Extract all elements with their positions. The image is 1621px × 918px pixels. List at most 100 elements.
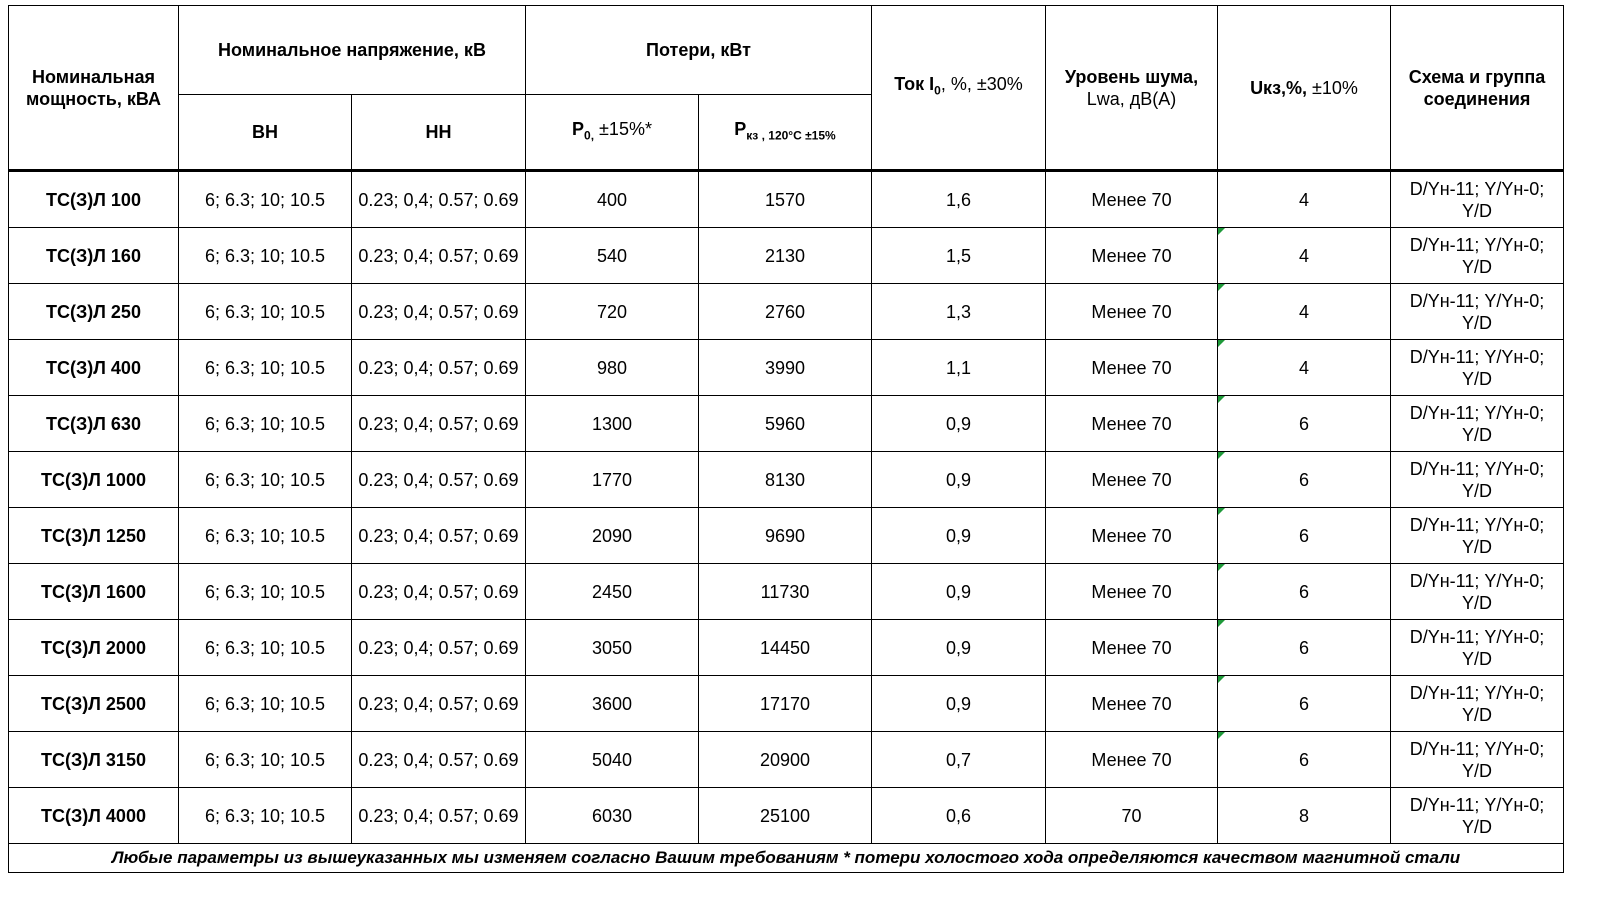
comment-marker-icon[interactable]	[1218, 340, 1225, 347]
cell-noise: Менее 70	[1045, 283, 1218, 340]
cell-p0: 1300	[525, 395, 699, 452]
cell-model: ТС(З)Л 2000	[8, 619, 179, 676]
cell-text: D/Yн-11; Y/Yн-0; Y/D	[1409, 738, 1545, 781]
cell-p0: 980	[525, 339, 699, 396]
cell-noise: Менее 70	[1045, 395, 1218, 452]
cell-text: D/Yн-11; Y/Yн-0; Y/D	[1409, 682, 1545, 725]
cell-nn: 0.23; 0,4; 0.57; 0.69	[351, 339, 526, 396]
comment-marker-icon[interactable]	[1218, 564, 1225, 571]
table-row: ТС(З)Л 1000 6; 6.3; 10; 10.5 0.23; 0,4; 0.…	[8, 451, 1564, 508]
table-row: ТС(З)Л 2000 6; 6.3; 10; 10.5 0.23; 0,4; 0.…	[8, 619, 1564, 676]
cell-text: D/Yн-11; Y/Yн-0; Y/D	[1409, 346, 1545, 389]
cell-text: 6	[1298, 469, 1309, 490]
table-row: ТС(З)Л 400 6; 6.3; 10; 10.5 0.23; 0,4; 0.5…	[8, 339, 1564, 396]
cell-text: 1570	[764, 189, 806, 210]
comment-marker-icon[interactable]	[1218, 732, 1225, 739]
cell-text: D/Yн-11; Y/Yн-0; Y/D	[1409, 570, 1545, 613]
cell-scheme: D/Yн-11; Y/Yн-0; Y/D	[1390, 451, 1564, 508]
cell-i0: 0,9	[871, 563, 1046, 620]
cell-text: 8	[1298, 805, 1309, 826]
cell-pkz: 1570	[698, 170, 872, 228]
cell-text: 0.23; 0,4; 0.57; 0.69	[358, 189, 519, 210]
cell-ukz: 6	[1217, 619, 1391, 676]
header-ukz: Uкз,%, ±10%	[1217, 5, 1391, 171]
table-row: ТС(З)Л 160 6; 6.3; 10; 10.5 0.23; 0,4; 0.5…	[8, 227, 1564, 284]
cell-text: 6; 6.3; 10; 10.5	[204, 245, 326, 266]
cell-scheme: D/Yн-11; Y/Yн-0; Y/D	[1390, 675, 1564, 732]
cell-text: 3050	[591, 637, 633, 658]
cell-text: 5960	[764, 413, 806, 434]
cell-text: ТС(З)Л 2000	[41, 637, 146, 658]
cell-text: 2090	[591, 525, 633, 546]
cell-text: Менее 70	[1091, 525, 1172, 546]
cell-pkz: 9690	[698, 507, 872, 564]
cell-vn: 6; 6.3; 10; 10.5	[178, 451, 352, 508]
cell-text: 25100	[759, 805, 811, 826]
cell-ukz: 6	[1217, 731, 1391, 788]
cell-text: 6; 6.3; 10; 10.5	[204, 357, 326, 378]
cell-ukz: 6	[1217, 451, 1391, 508]
comment-marker-icon[interactable]	[1218, 396, 1225, 403]
cell-text: ТС(З)Л 630	[46, 413, 141, 434]
cell-text: Менее 70	[1091, 413, 1172, 434]
cell-text: 1,5	[945, 245, 972, 266]
cell-text: 6; 6.3; 10; 10.5	[204, 189, 326, 210]
cell-scheme: D/Yн-11; Y/Yн-0; Y/D	[1390, 283, 1564, 340]
cell-noise: Менее 70	[1045, 507, 1218, 564]
cell-p0: 3050	[525, 619, 699, 676]
cell-i0: 0,6	[871, 787, 1046, 844]
comment-marker-icon[interactable]	[1218, 452, 1225, 459]
table-row: ТС(З)Л 100 6; 6.3; 10; 10.5 0.23; 0,4; 0.5…	[8, 170, 1564, 228]
table-row: ТС(З)Л 3150 6; 6.3; 10; 10.5 0.23; 0,4; 0.…	[8, 731, 1564, 788]
cell-noise: Менее 70	[1045, 170, 1218, 228]
cell-nn: 0.23; 0,4; 0.57; 0.69	[351, 675, 526, 732]
cell-text: 0.23; 0,4; 0.57; 0.69	[358, 357, 519, 378]
cell-text: 0,9	[945, 693, 972, 714]
cell-text: 17170	[759, 693, 811, 714]
cell-ukz: 4	[1217, 339, 1391, 396]
comment-marker-icon[interactable]	[1218, 676, 1225, 683]
cell-text: 400	[596, 189, 628, 210]
cell-text: Менее 70	[1091, 581, 1172, 602]
cell-text: 2450	[591, 581, 633, 602]
comment-marker-icon[interactable]	[1218, 284, 1225, 291]
cell-model: ТС(З)Л 1250	[8, 507, 179, 564]
cell-text: 6	[1298, 749, 1309, 770]
cell-scheme: D/Yн-11; Y/Yн-0; Y/D	[1390, 619, 1564, 676]
comment-marker-icon[interactable]	[1218, 620, 1225, 627]
cell-model: ТС(З)Л 160	[8, 227, 179, 284]
header-scheme: Схема и группа соединения	[1390, 5, 1564, 171]
cell-text: 9690	[764, 525, 806, 546]
cell-ukz: 6	[1217, 395, 1391, 452]
cell-text: 6	[1298, 413, 1309, 434]
cell-text: 0,9	[945, 469, 972, 490]
cell-text: ТС(З)Л 100	[46, 189, 141, 210]
cell-vn: 6; 6.3; 10; 10.5	[178, 227, 352, 284]
transformer-specs-table: Номинальная мощность, кВА Номинальное на…	[8, 5, 1564, 873]
cell-text: 6; 6.3; 10; 10.5	[204, 581, 326, 602]
cell-text: 2130	[764, 245, 806, 266]
cell-scheme: D/Yн-11; Y/Yн-0; Y/D	[1390, 563, 1564, 620]
cell-text: 0.23; 0,4; 0.57; 0.69	[358, 469, 519, 490]
cell-text: 0.23; 0,4; 0.57; 0.69	[358, 301, 519, 322]
cell-noise: Менее 70	[1045, 451, 1218, 508]
cell-text: 6	[1298, 637, 1309, 658]
table-row: ТС(З)Л 4000 6; 6.3; 10; 10.5 0.23; 0,4; 0.…	[8, 787, 1564, 844]
cell-text: ТС(З)Л 1250	[41, 525, 146, 546]
table-row: ТС(З)Л 1250 6; 6.3; 10; 10.5 0.23; 0,4; 0.…	[8, 507, 1564, 564]
cell-scheme: D/Yн-11; Y/Yн-0; Y/D	[1390, 395, 1564, 452]
cell-scheme: D/Yн-11; Y/Yн-0; Y/D	[1390, 507, 1564, 564]
cell-noise: Менее 70	[1045, 339, 1218, 396]
comment-marker-icon[interactable]	[1218, 228, 1225, 235]
header-nn: НН	[351, 94, 526, 171]
cell-text: 720	[596, 301, 628, 322]
cell-text: 1770	[591, 469, 633, 490]
cell-noise: Менее 70	[1045, 675, 1218, 732]
cell-ukz: 6	[1217, 675, 1391, 732]
comment-marker-icon[interactable]	[1218, 508, 1225, 515]
cell-nn: 0.23; 0,4; 0.57; 0.69	[351, 283, 526, 340]
cell-noise: Менее 70	[1045, 731, 1218, 788]
cell-text: 3600	[591, 693, 633, 714]
cell-text: 0.23; 0,4; 0.57; 0.69	[358, 413, 519, 434]
cell-text: D/Yн-11; Y/Yн-0; Y/D	[1409, 794, 1545, 837]
